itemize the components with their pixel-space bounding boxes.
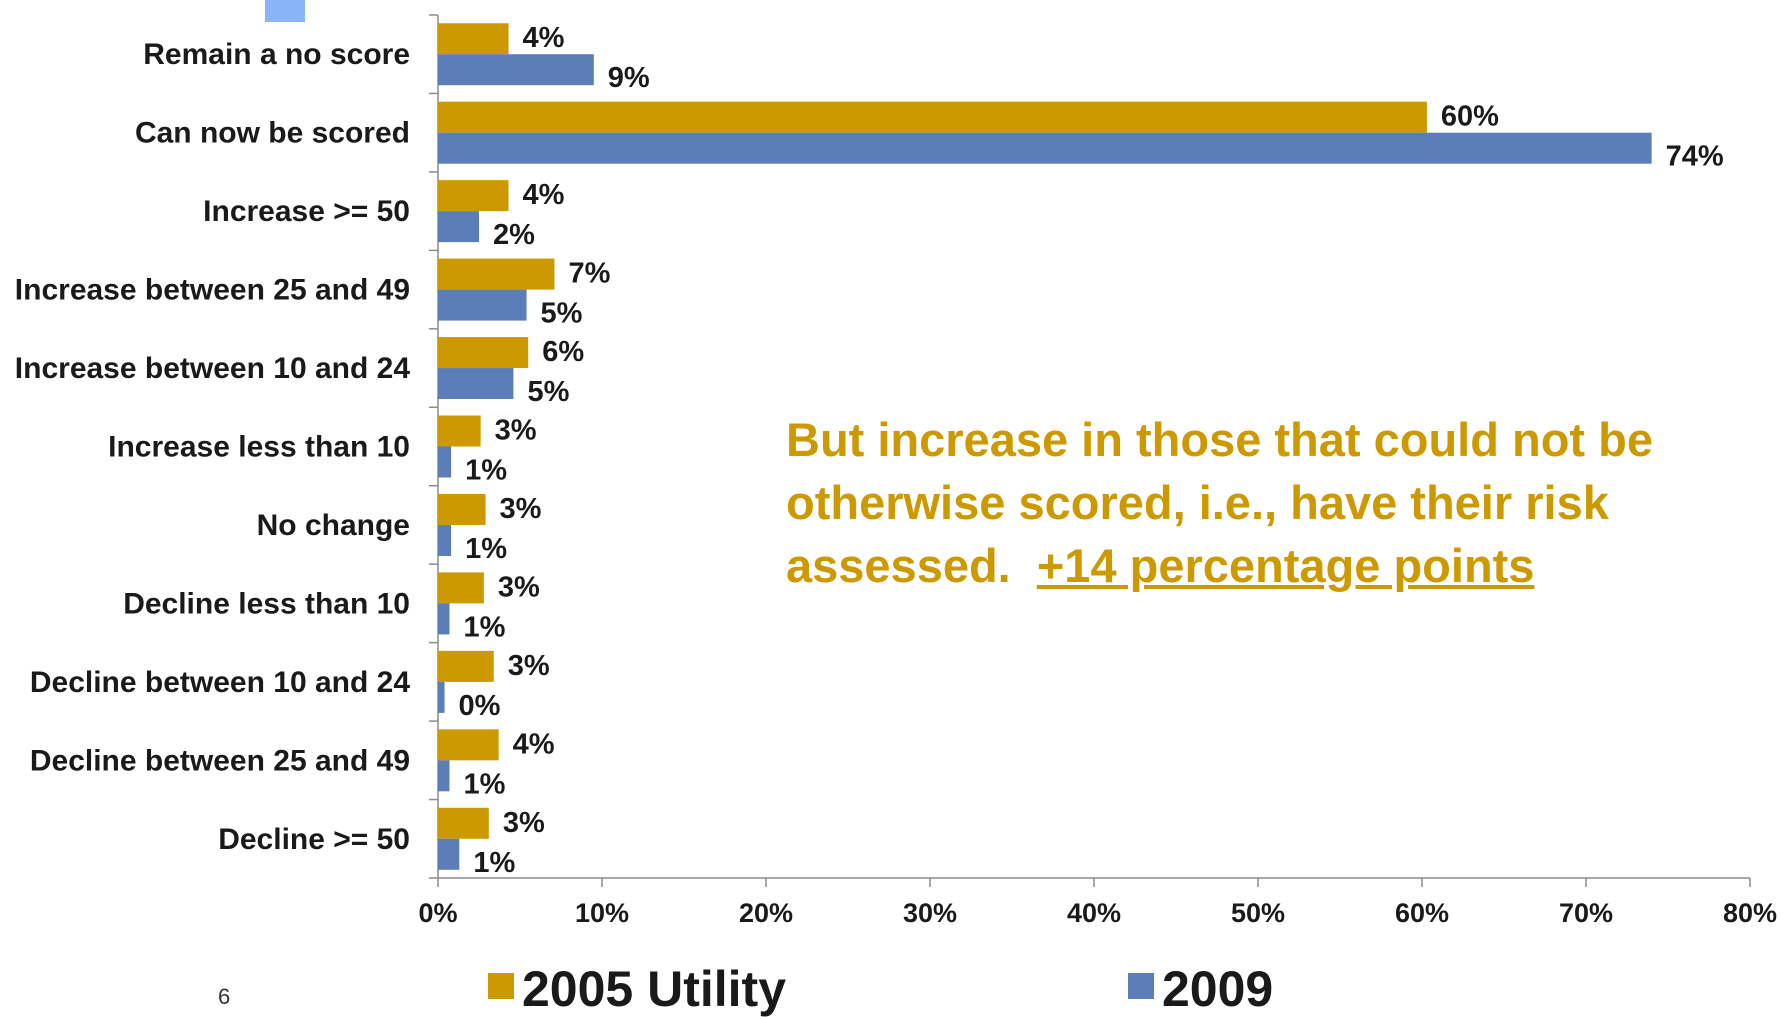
x-tick-label: 70%	[1559, 898, 1613, 928]
bar-series-1	[438, 415, 481, 447]
bar-series-2	[438, 211, 479, 243]
data-label: 2%	[493, 219, 535, 251]
x-tick-label: 10%	[575, 898, 629, 928]
legend-swatch	[1128, 973, 1154, 999]
data-label: 1%	[465, 533, 507, 565]
category-label: Can now be scored	[135, 117, 410, 150]
data-label: 1%	[463, 611, 505, 643]
bar-series-1	[438, 337, 529, 369]
x-tick-label: 60%	[1395, 898, 1449, 928]
data-label: 7%	[568, 258, 610, 290]
legend-label: 2005 Utility	[522, 961, 786, 1017]
bar-series-2	[438, 681, 445, 713]
data-label: 3%	[498, 571, 540, 603]
annotation-highlight: +14 percentage points	[1036, 539, 1535, 592]
bar-series-2	[438, 838, 460, 870]
data-label: 1%	[465, 455, 507, 487]
page-number: 6	[218, 984, 230, 1009]
category-label: Decline between 25 and 49	[30, 744, 410, 777]
bar-series-2	[438, 368, 514, 400]
annotation-line-2: otherwise scored, i.e., have their risk	[786, 476, 1609, 529]
bar-series-2	[438, 760, 450, 792]
data-label: 5%	[527, 376, 569, 408]
category-label: Increase less than 10	[108, 431, 410, 464]
plot-area: 0% 10% 20% 30% 40% 50% 60% 70% 80% Remain a no sc…	[15, 14, 1777, 928]
data-label: 1%	[463, 768, 505, 800]
category-label: Increase between 25 and 49	[15, 274, 410, 307]
bar-series-2	[438, 132, 1652, 164]
bar-series-2	[438, 603, 450, 635]
legend-swatch	[488, 973, 514, 999]
bar-series-1	[438, 101, 1427, 133]
category-label: Decline >= 50	[218, 823, 410, 856]
bar-series-1	[438, 650, 494, 682]
data-label: 6%	[542, 336, 584, 368]
x-tick-label: 20%	[739, 898, 793, 928]
bar-series-2	[438, 54, 594, 86]
data-label: 0%	[459, 690, 501, 722]
annotation-text: But increase in those that could not be …	[786, 408, 1766, 597]
category-label: Remain a no score	[143, 38, 410, 71]
category-label: Increase >= 50	[203, 195, 410, 228]
x-tick-label: 80%	[1723, 898, 1777, 928]
bar-series-2	[438, 289, 527, 321]
data-label: 74%	[1666, 141, 1724, 173]
bar-series-1	[438, 258, 555, 290]
bar-series-1	[438, 729, 499, 761]
bar-series-1	[438, 572, 484, 604]
annotation-line-1: But increase in those that could not be	[786, 413, 1653, 466]
bar-series-1	[438, 807, 489, 839]
data-label: 5%	[541, 298, 583, 330]
bar-series-1	[438, 23, 509, 55]
legend-label: 2009	[1162, 961, 1273, 1017]
x-tick-label: 40%	[1067, 898, 1121, 928]
x-tick-label: 30%	[903, 898, 957, 928]
data-label: 3%	[503, 807, 545, 839]
legend: 2005 Utility 2009	[488, 961, 1273, 1017]
data-label: 1%	[473, 847, 515, 879]
x-tick-label: 50%	[1231, 898, 1285, 928]
category-label: Decline less than 10	[123, 587, 410, 620]
bar-series-1	[438, 493, 486, 525]
data-label: 3%	[500, 493, 542, 525]
bar-series-2	[438, 524, 452, 556]
data-label: 4%	[523, 179, 565, 211]
category-label: No change	[257, 509, 410, 542]
data-label: 60%	[1441, 101, 1499, 133]
data-label: 3%	[495, 415, 537, 447]
category-label: Decline between 10 and 24	[30, 666, 410, 699]
data-label: 9%	[608, 62, 650, 94]
data-label: 3%	[508, 650, 550, 682]
category-label: Increase between 10 and 24	[15, 352, 411, 385]
bar-series-1	[438, 180, 509, 212]
corner-marker	[265, 0, 305, 22]
x-tick-label: 0%	[418, 898, 457, 928]
bar-series-2	[438, 446, 452, 478]
annotation-line-3-prefix: assessed.	[786, 539, 1037, 592]
data-label: 4%	[523, 22, 565, 54]
data-label: 4%	[513, 728, 555, 760]
